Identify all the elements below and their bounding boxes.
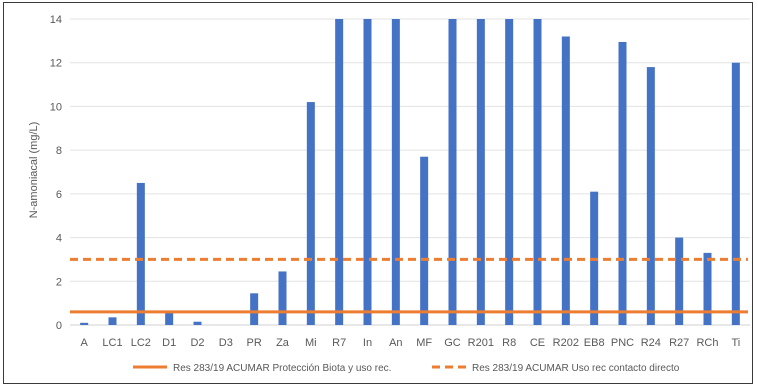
bar [250,293,259,325]
x-tick-label: A [80,337,88,349]
x-tick-label: MF [416,337,432,349]
y-axis-label: N-amoniacal (mg/L) [28,122,40,219]
bar [193,321,202,325]
legend: Res 283/19 ACUMAR Protección Biota y uso… [133,363,680,374]
y-axis-ticks: 0 2 4 6 8 10 12 14 [50,14,62,332]
x-tick-label: R202 [553,337,579,349]
y-tick-label: 10 [50,101,62,113]
y-tick-label: 6 [56,189,62,201]
x-tick-label: An [389,337,402,349]
x-tick-label: CE [530,337,545,349]
x-tick-label: PR [247,337,262,349]
bar [420,156,429,325]
x-tick-label: Ti [731,337,740,349]
bar [306,102,315,325]
bar [448,19,457,325]
bar [165,312,174,325]
x-tick-label: R201 [468,337,494,349]
y-tick-label: 12 [50,58,62,70]
chart-frame [3,2,753,384]
bar [278,271,287,325]
bar [561,36,570,325]
x-tick-label: Mi [305,337,317,349]
bar [618,41,627,325]
x-tick-label: D3 [219,337,233,349]
bar [533,19,542,325]
bar [731,62,740,325]
legend-label: Res 283/19 ACUMAR Uso rec contacto direc… [472,363,680,374]
bar [335,19,344,325]
legend-label: Res 283/19 ACUMAR Protección Biota y uso… [173,363,391,374]
x-tick-label: Za [276,337,290,349]
y-tick-label: 2 [56,276,62,288]
y-tick-label: 0 [56,320,62,332]
x-tick-label: D2 [190,337,204,349]
bar [363,19,372,325]
x-tick-label: In [363,337,372,349]
x-tick-label: GC [444,337,461,349]
x-tick-label: R27 [669,337,689,349]
bar [476,19,485,325]
x-tick-label: PNC [611,337,634,349]
x-tick-label: R24 [641,337,661,349]
bar [505,19,514,325]
gridlines [70,18,750,326]
bar [80,322,89,325]
x-tick-label: D1 [162,337,176,349]
x-tick-label: RCh [696,337,718,349]
bar [675,237,684,325]
bar [703,252,712,325]
x-tick-label: LC1 [102,337,122,349]
bar [108,317,117,325]
bar [646,67,655,325]
bar [136,182,145,325]
y-tick-label: 14 [50,14,62,26]
x-tick-label: R8 [502,337,516,349]
y-tick-label: 4 [56,233,62,245]
x-tick-label: R7 [332,337,346,349]
y-tick-label: 8 [56,145,62,157]
x-tick-label: LC2 [131,337,151,349]
x-axis-ticks: A LC1 LC2 D1 D2 D3 PR Za Mi R7 In An MF GC R201 R8 CE R20… [80,337,740,349]
bars [80,19,740,325]
bar [391,19,400,325]
reference-lines [70,257,748,314]
x-tick-label: EB8 [584,337,605,349]
